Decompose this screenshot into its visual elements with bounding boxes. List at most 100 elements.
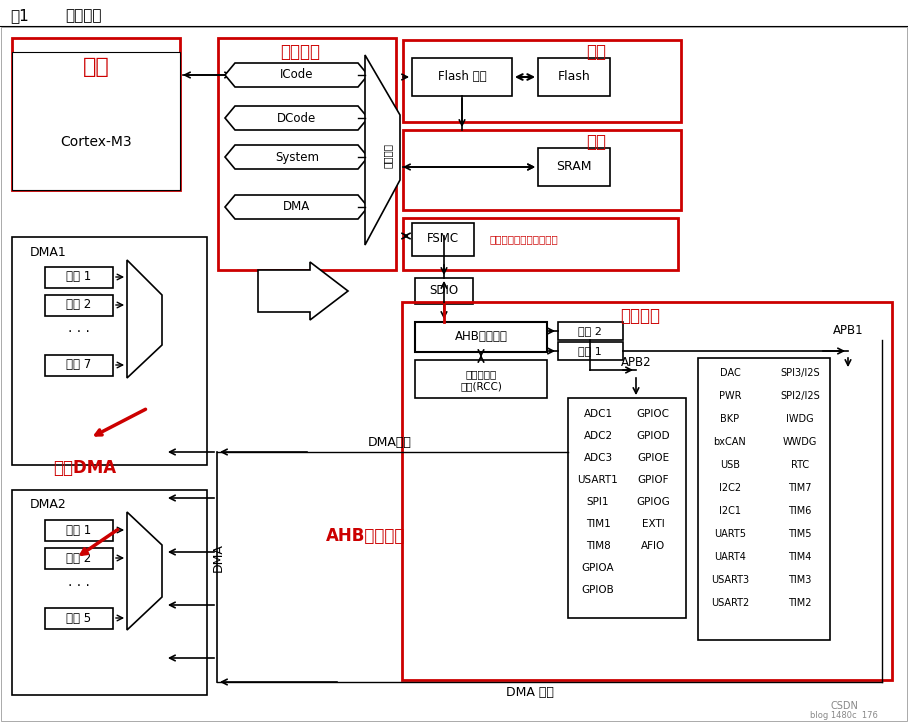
Bar	[12, 38, 180, 190]
Text: DMA: DMA	[283, 201, 311, 214]
Bar	[45, 295, 113, 316]
Text: 系统结构: 系统结构	[65, 9, 102, 24]
Polygon shape	[127, 512, 162, 630]
Text: GPIOG: GPIOG	[637, 497, 670, 507]
Text: UART5: UART5	[714, 529, 746, 539]
Polygon shape	[225, 145, 368, 169]
Bar	[45, 267, 113, 288]
Text: I2C1: I2C1	[719, 506, 741, 516]
Text: EXTI: EXTI	[642, 519, 665, 529]
Text: Cortex-M3: Cortex-M3	[60, 135, 132, 149]
Text: GPIOA: GPIOA	[582, 563, 615, 573]
Text: SDIO: SDIO	[429, 284, 459, 297]
Text: TIM1: TIM1	[586, 519, 610, 529]
Text: TIM2: TIM2	[788, 598, 812, 608]
Text: AHB系统总线: AHB系统总线	[326, 527, 406, 545]
Text: IWDG: IWDG	[786, 414, 814, 424]
Text: AFIO: AFIO	[641, 541, 666, 551]
Text: 通道 1: 通道 1	[66, 271, 92, 284]
Text: RTC: RTC	[791, 460, 809, 470]
Bar	[45, 520, 113, 541]
Text: USB: USB	[720, 460, 740, 470]
Text: 总线矩阵: 总线矩阵	[280, 43, 320, 61]
Text: SRAM: SRAM	[557, 160, 592, 173]
Text: 内存: 内存	[586, 133, 606, 151]
Text: GPIOF: GPIOF	[637, 475, 669, 485]
Text: Flash: Flash	[558, 71, 590, 84]
Text: USART3: USART3	[711, 575, 749, 585]
Text: 通道 2: 通道 2	[66, 552, 92, 565]
Polygon shape	[225, 195, 368, 219]
Bar	[698, 358, 830, 640]
Polygon shape	[127, 260, 162, 378]
Text: DMA1: DMA1	[30, 245, 67, 258]
Bar	[403, 40, 681, 122]
Text: I2C2: I2C2	[719, 483, 741, 493]
Polygon shape	[258, 262, 348, 320]
Bar	[538, 148, 610, 186]
Text: PWR: PWR	[719, 391, 741, 401]
Text: TIM3: TIM3	[788, 575, 812, 585]
Bar	[412, 58, 512, 96]
Text: APB2: APB2	[621, 355, 651, 368]
Text: 桥接 1: 桥接 1	[578, 346, 602, 356]
Text: TIM8: TIM8	[586, 541, 610, 551]
Text: TIM4: TIM4	[788, 552, 812, 562]
Text: FSMC: FSMC	[427, 232, 459, 245]
Text: 片载资源: 片载资源	[620, 307, 660, 325]
Text: 可变的静态存储器控制器: 可变的静态存储器控制器	[490, 234, 558, 244]
Text: WWDG: WWDG	[783, 437, 817, 447]
Text: 图1: 图1	[10, 9, 29, 24]
Bar	[538, 58, 610, 96]
Text: . . .: . . .	[68, 575, 90, 589]
Bar	[12, 52, 180, 190]
Text: 复位和时钟: 复位和时钟	[466, 369, 497, 379]
Bar	[558, 322, 623, 340]
Text: DCode: DCode	[277, 111, 317, 124]
Text: TIM6: TIM6	[788, 506, 812, 516]
Text: USART2: USART2	[711, 598, 749, 608]
Text: ICode: ICode	[281, 69, 314, 82]
Bar	[45, 548, 113, 569]
Bar	[12, 490, 207, 695]
Polygon shape	[365, 55, 400, 245]
Text: 通道 1: 通道 1	[66, 523, 92, 536]
Text: DAC: DAC	[720, 368, 740, 378]
Text: SPI1: SPI1	[587, 497, 609, 507]
Bar	[412, 223, 474, 256]
Text: TIM7: TIM7	[788, 483, 812, 493]
Bar	[402, 302, 892, 680]
Text: DMA: DMA	[212, 544, 224, 573]
Text: 通道 5: 通道 5	[66, 612, 92, 625]
Text: DMA请求: DMA请求	[368, 435, 412, 448]
Text: 通道 2: 通道 2	[66, 298, 92, 311]
Bar	[568, 398, 686, 618]
Text: 两个DMA: 两个DMA	[54, 459, 116, 477]
Text: 桥接 2: 桥接 2	[578, 326, 602, 336]
Polygon shape	[225, 63, 368, 87]
Text: APB1: APB1	[833, 323, 864, 336]
Text: SPI2/I2S: SPI2/I2S	[780, 391, 820, 401]
Text: ADC1: ADC1	[584, 409, 613, 419]
Bar	[45, 608, 113, 629]
Text: blog 1480c  176: blog 1480c 176	[810, 711, 878, 721]
Text: BKP: BKP	[720, 414, 739, 424]
Text: GPIOB: GPIOB	[582, 585, 615, 595]
Text: TIM5: TIM5	[788, 529, 812, 539]
Bar	[415, 322, 547, 352]
Text: 总线矩阵: 总线矩阵	[383, 142, 393, 168]
Text: CSDN: CSDN	[830, 701, 858, 711]
Bar	[415, 278, 473, 304]
Text: 内核: 内核	[83, 57, 109, 77]
Text: ADC3: ADC3	[584, 453, 613, 463]
Bar	[403, 218, 678, 270]
Text: GPIOD: GPIOD	[637, 431, 670, 441]
Text: 通道 7: 通道 7	[66, 359, 92, 372]
Text: SPI3/I2S: SPI3/I2S	[780, 368, 820, 378]
Text: ADC2: ADC2	[584, 431, 613, 441]
Text: 控制(RCC): 控制(RCC)	[460, 381, 502, 391]
Text: DMA2: DMA2	[30, 498, 67, 511]
Bar	[218, 38, 396, 270]
Text: DMA 请求: DMA 请求	[506, 685, 554, 698]
Text: USART1: USART1	[577, 475, 618, 485]
